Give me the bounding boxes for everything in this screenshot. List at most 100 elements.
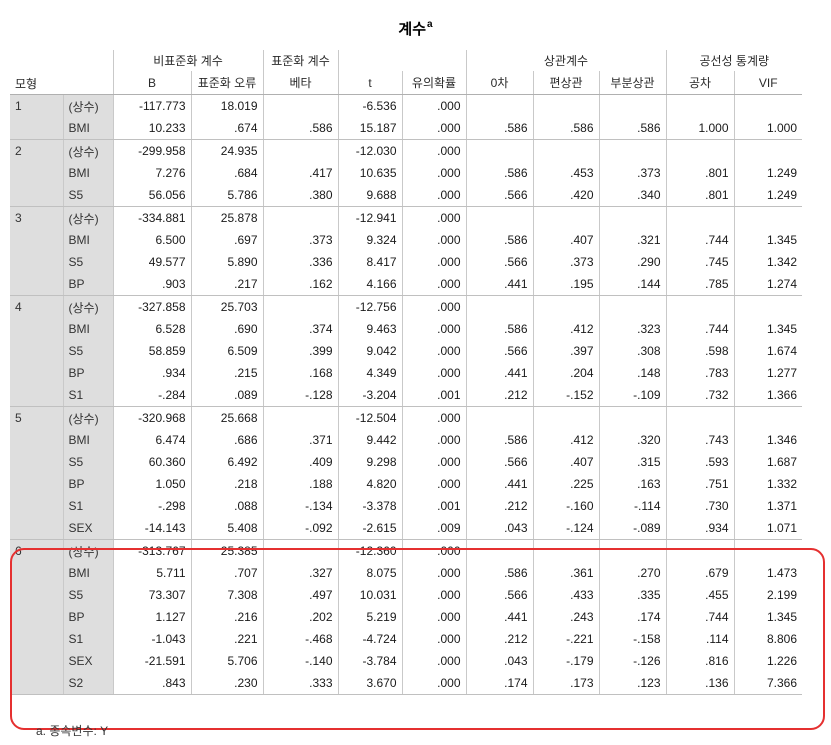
table-cell: 60.360: [112, 451, 192, 473]
header-se: 표준화 오류: [190, 71, 264, 95]
table-row: 2 (상수) -299.958 24.935 -12.030.000: [10, 139, 802, 207]
table-cell: -.179: [532, 650, 600, 672]
table-row: BP .903.217.162 4.166.000.441.195.144.785 1…: [10, 273, 802, 296]
coefficients-table: 비표준화 계수 표준화 계수 상관계수 공선성 통계량 모형 B 표준화 오류 …: [10, 50, 802, 695]
model-number: 5: [10, 406, 64, 540]
table-cell: .674: [190, 117, 264, 140]
table-cell: [665, 295, 735, 318]
table-cell: .000: [401, 206, 467, 229]
variable-name: S5: [62, 184, 114, 207]
table-cell: 73.307: [112, 584, 192, 606]
table-cell: .586: [465, 429, 534, 451]
table-cell: .212: [465, 384, 534, 407]
table-cell: 9.324: [337, 229, 403, 251]
table-cell: 56.056: [112, 184, 192, 207]
table-cell: -117.773: [112, 94, 192, 117]
table-cell: 9.042: [337, 340, 403, 362]
table-cell: -1.043: [112, 628, 192, 650]
table-row: S5 56.056 5.786.380 9.688.000.566.420.340.8…: [10, 184, 802, 207]
table-cell: .409: [262, 451, 339, 473]
table-cell: 6.492: [190, 451, 264, 473]
table-cell: 25.703: [190, 295, 264, 318]
table-cell: .308: [598, 340, 667, 362]
variable-name: BP: [62, 362, 114, 384]
table-row: 3 (상수) -334.881 25.878 -12.941.000: [10, 206, 802, 296]
header-blank-2: [337, 50, 467, 71]
model-number: 2: [10, 139, 64, 207]
table-cell: .148: [598, 362, 667, 384]
table-cell: .335: [598, 584, 667, 606]
table-cell: .009: [401, 517, 467, 540]
header-unstd-group: 비표준화 계수: [112, 50, 264, 71]
table-cell: 10.635: [337, 162, 403, 184]
table-cell: 1.249: [733, 162, 802, 184]
table-cell: .433: [532, 584, 600, 606]
table-cell: 5.219: [337, 606, 403, 628]
variable-name: BMI: [62, 562, 114, 584]
table-cell: .934: [665, 517, 735, 540]
table-cell: .000: [401, 184, 467, 207]
table-cell: .586: [532, 117, 600, 140]
variable-name: BP: [62, 273, 114, 296]
table-cell: 4.349: [337, 362, 403, 384]
table-cell: 5.786: [190, 184, 264, 207]
table-cell: [465, 539, 534, 562]
table-cell: 8.806: [733, 628, 802, 650]
table-cell: .000: [401, 406, 467, 429]
variable-name: (상수): [62, 94, 114, 117]
table-row: BMI 6.528.690.374 9.463.000.586.412.323.74…: [10, 318, 802, 340]
table-cell: .707: [190, 562, 264, 584]
table-cell: -12.941: [337, 206, 403, 229]
table-cell: .732: [665, 384, 735, 407]
table-cell: 10.233: [112, 117, 192, 140]
table-cell: .000: [401, 117, 467, 140]
table-cell: .420: [532, 184, 600, 207]
table-cell: .399: [262, 340, 339, 362]
table-cell: .000: [401, 672, 467, 695]
table-cell: [598, 94, 667, 117]
model-number: 4: [10, 295, 64, 407]
table-cell: .000: [401, 295, 467, 318]
model-number: 6: [10, 539, 64, 695]
table-cell: 1.249: [733, 184, 802, 207]
table-cell: .323: [598, 318, 667, 340]
table-cell: -6.536: [337, 94, 403, 117]
table-row: S5 73.307 7.308.497 10.031.000.566.433.335.…: [10, 584, 802, 606]
table-cell: [598, 206, 667, 229]
table-cell: .586: [465, 318, 534, 340]
table-row: BMI 5.711.707.327 8.075.000.586.361.270.67…: [10, 562, 802, 584]
table-cell: [665, 406, 735, 429]
variable-name: BMI: [62, 162, 114, 184]
table-cell: .374: [262, 318, 339, 340]
table-row: S1 -.284.089 -.128 -3.204.001.212 -.152 -.109…: [10, 384, 802, 407]
table-cell: 4.166: [337, 273, 403, 296]
table-cell: .000: [401, 584, 467, 606]
table-cell: .000: [401, 94, 467, 117]
header-corr-group: 상관계수: [465, 50, 667, 71]
table-cell: .162: [262, 273, 339, 296]
table-cell: -.284: [112, 384, 192, 407]
table-cell: -313.767: [112, 539, 192, 562]
header-b: B: [112, 71, 192, 95]
table-cell: .816: [665, 650, 735, 672]
table-cell: -12.030: [337, 139, 403, 162]
table-cell: .801: [665, 184, 735, 207]
table-cell: .333: [262, 672, 339, 695]
table-cell: .000: [401, 229, 467, 251]
table-cell: .163: [598, 473, 667, 495]
table-cell: .934: [112, 362, 192, 384]
table-cell: [532, 206, 600, 229]
table-cell: [532, 94, 600, 117]
table-cell: .000: [401, 650, 467, 672]
table-row: S2.843.230.333 3.670.000.174.173.123.136 7…: [10, 672, 802, 695]
table-cell: .000: [401, 362, 467, 384]
table-cell: .000: [401, 273, 467, 296]
table-cell: 1.277: [733, 362, 802, 384]
table-cell: .123: [598, 672, 667, 695]
table-cell: -.124: [532, 517, 600, 540]
table-cell: .566: [465, 251, 534, 273]
table-cell: 1.473: [733, 562, 802, 584]
table-cell: .230: [190, 672, 264, 695]
table-cell: -.221: [532, 628, 600, 650]
table-cell: -.126: [598, 650, 667, 672]
